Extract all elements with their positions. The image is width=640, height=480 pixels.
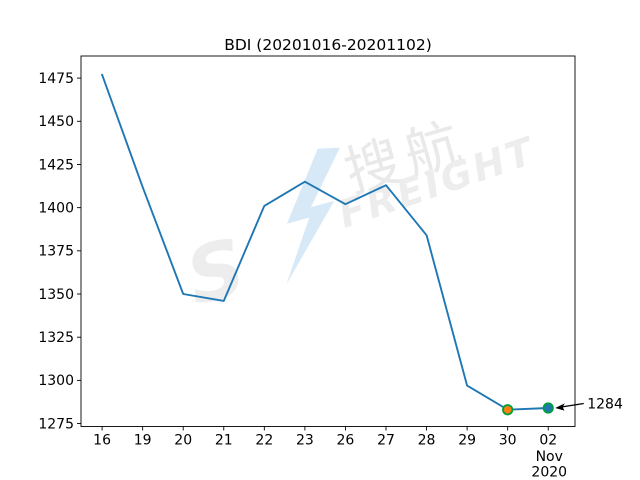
annotation-arrowhead <box>555 403 565 411</box>
x-tick-label: 27 <box>377 433 395 449</box>
x-tick-label: 26 <box>337 433 355 449</box>
x-tick-label: 30 <box>499 433 517 449</box>
y-tick-label: 1350 <box>38 287 74 303</box>
y-tick-label: 1450 <box>38 114 74 130</box>
series <box>101 73 550 411</box>
x-tick-label: 19 <box>134 433 152 449</box>
x-tick-label: 21 <box>215 433 233 449</box>
y-tick-label: 1425 <box>38 157 74 173</box>
series-line-bdi <box>101 73 550 411</box>
plot-spines <box>80 55 576 427</box>
y-tick-label: 1375 <box>38 244 74 260</box>
chart-title: BDI (20201016-20201102) <box>224 36 432 54</box>
x-tick-sublabel: 2020 <box>531 465 567 480</box>
axes: 1275 1300 1325 1350 1375 1400 1425 1450 1475 16 19… <box>38 55 576 480</box>
point-markers <box>502 402 554 416</box>
y-tick-label: 1300 <box>38 373 74 389</box>
x-tick-label: 16 <box>93 433 111 449</box>
y-tick-label: 1400 <box>38 200 74 216</box>
y-tick-label: 1325 <box>38 330 74 346</box>
y-tick-label: 1275 <box>38 416 74 432</box>
x-tick-label: 23 <box>296 433 314 449</box>
marker-30 <box>502 404 514 416</box>
annotation: 1284 <box>555 397 623 413</box>
x-tick-label: 29 <box>458 433 476 449</box>
y-tick-label: 1475 <box>38 71 74 87</box>
x-tick-label: 28 <box>418 433 436 449</box>
x-tick-label: 20 <box>174 433 192 449</box>
marker-02 <box>542 402 554 414</box>
x-tick-label: 22 <box>255 433 273 449</box>
x-tick-label: 02 <box>539 433 557 449</box>
x-tick-sublabel: Nov <box>536 449 563 465</box>
annotation-label: 1284 <box>587 397 623 413</box>
